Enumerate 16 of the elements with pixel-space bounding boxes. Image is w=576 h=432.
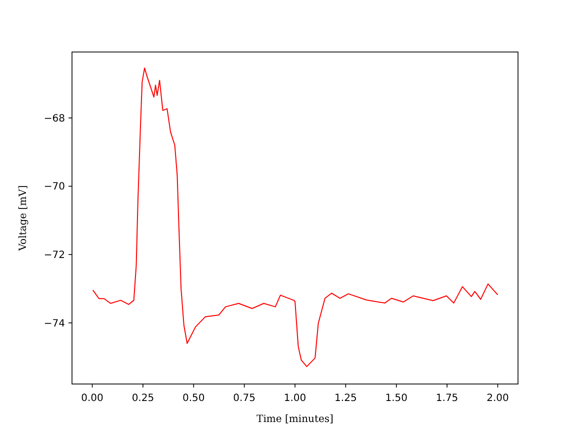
line-series <box>92 68 498 368</box>
y-tick-label: −74 <box>44 318 65 330</box>
x-tick-label: 1.75 <box>436 393 458 404</box>
x-tick-label: 1.50 <box>385 393 408 404</box>
x-tick-label: 0.25 <box>132 393 154 404</box>
x-axis-title: Time [minutes] <box>256 414 334 425</box>
x-tick-label: 1.00 <box>284 393 306 404</box>
x-tick-label: 0.50 <box>182 393 205 404</box>
x-tick-label: 0.75 <box>233 393 256 404</box>
x-tick-label: 2.00 <box>486 393 509 404</box>
x-tick-label: 0.00 <box>81 393 104 404</box>
y-tick-label: −72 <box>44 250 65 262</box>
y-tick-label: −70 <box>44 182 65 193</box>
x-tick-label: 1.25 <box>334 393 357 404</box>
y-tick-label: −68 <box>44 113 65 124</box>
y-axis-title: Voltage [mV] <box>18 185 29 252</box>
